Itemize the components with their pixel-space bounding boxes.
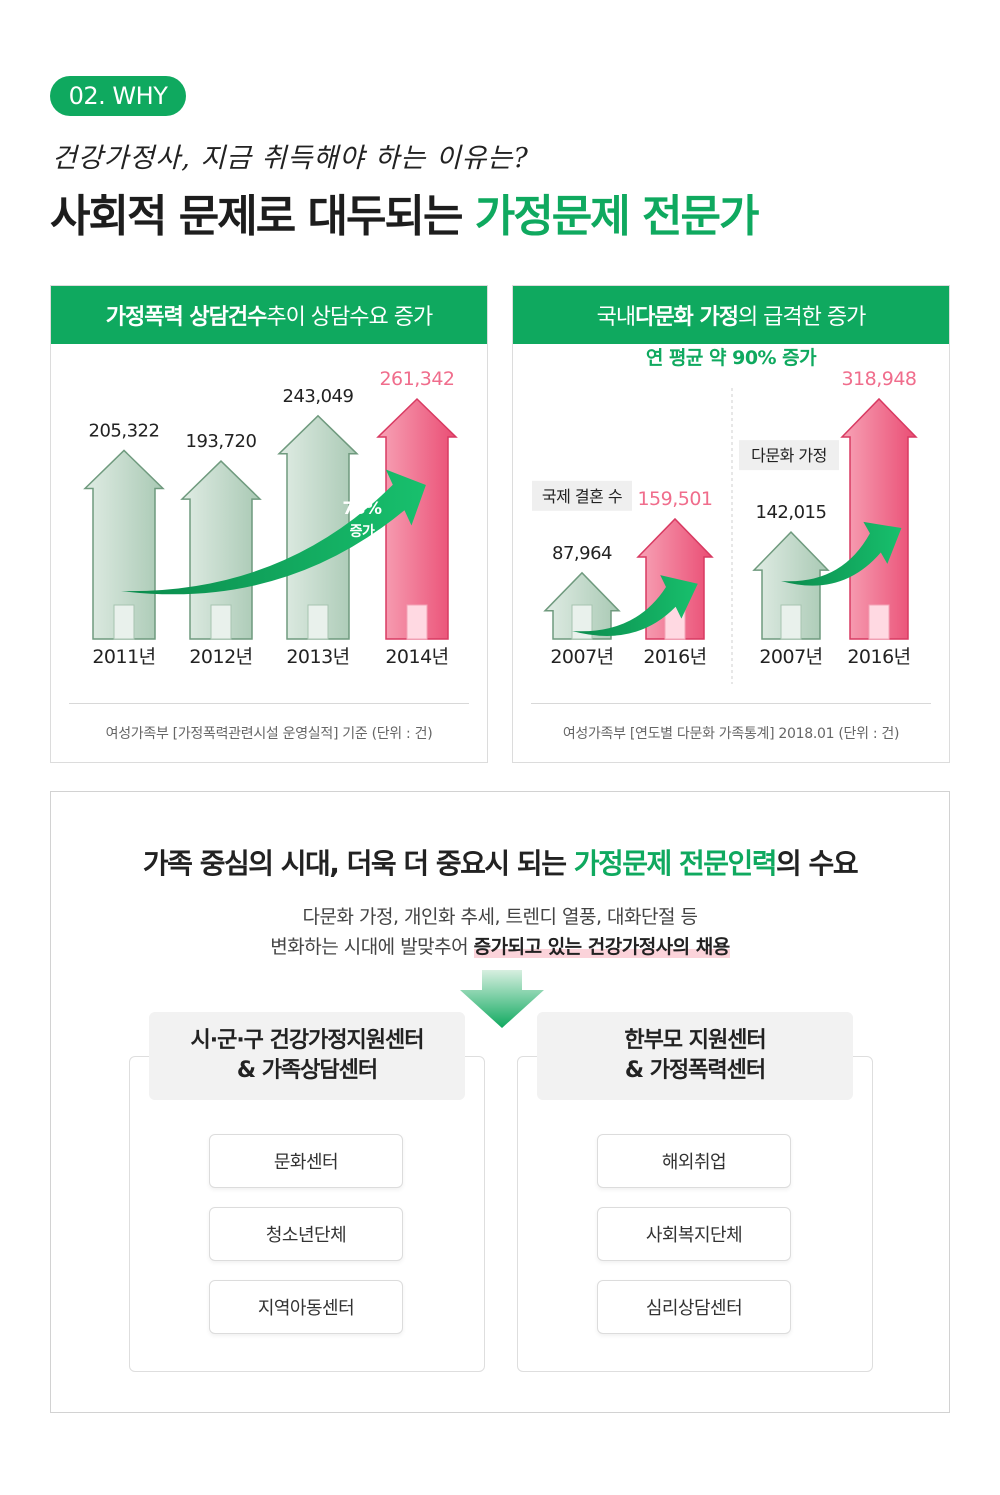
panel-head-normal1: 국내: [596, 305, 636, 330]
chart-panel-multicultural: 국내 다문화 가정 의 급격한 증가 연 평균 약 90% 증가 87,964 200…: [512, 285, 950, 763]
growth-label: 증가: [350, 524, 375, 540]
employer-item: 심리상담센터: [597, 1280, 791, 1334]
employer-head-right: 한부모 지원센터 & 가정폭력센터: [537, 1012, 853, 1100]
desc-line2: 변화하는 시대에 발맞추어 증가되고 있는 건강가정사의 채용: [51, 932, 949, 962]
group-label: 다문화 가정: [739, 440, 839, 471]
demand-title-part3: 의 수요: [776, 847, 859, 880]
desc-line1: 다문화 가정, 개인화 추세, 트렌디 열풍, 대화단절 등: [302, 906, 699, 928]
bar-국제 결혼 수-2007년: [543, 571, 621, 640]
employer-head-line1: 한부모 지원센터: [624, 1028, 766, 1053]
group-label-text: 다문화 가정: [751, 446, 827, 465]
chart-source: 여성가족부 [연도별 다문화 가족통계] 2018.01 (단위 : 건): [531, 703, 931, 762]
chart-right-svg: 연 평균 약 90% 증가 87,964 2007년 159,501 2016년 국제 결…: [532, 347, 918, 684]
chart-source: 여성가족부 [가정폭력관련시설 운영실적] 기준 (단위 : 건): [69, 703, 469, 762]
bar-arrow-shape: [752, 531, 830, 640]
bar-door: [210, 604, 232, 640]
category-label: 2016년: [847, 646, 910, 668]
category-label: 2007년: [550, 646, 613, 668]
bar-door: [406, 604, 428, 640]
desc-line2-normal: 변화하는 시대에 발맞추어: [270, 936, 474, 958]
demand-section: 가족 중심의 시대, 더욱 더 중요시 되는 가정문제 전문인력의 수요 다문화…: [50, 791, 950, 1413]
panel-head-normal2: 의 급격한 증가: [737, 305, 866, 330]
growth-arrow: [572, 575, 698, 636]
category-label: 2011년: [92, 646, 155, 668]
employer-item: 해외취업: [597, 1134, 791, 1188]
bar-2013년: [277, 414, 359, 640]
employer-item: 문화센터: [209, 1134, 403, 1188]
bar-arrow-shape: [840, 397, 918, 640]
growth-arrow-shape: [572, 575, 698, 636]
group-label: 국제 결혼 수: [532, 480, 632, 511]
panel-head-bold: 가정폭력 상담건수: [105, 305, 268, 330]
category-label: 2013년: [286, 646, 349, 668]
bar-door: [780, 604, 802, 640]
chart-panel-header: 가정폭력 상담건수 추이 상담수요 증가: [51, 286, 487, 344]
headline-part1: 사회적 문제로 대두되는: [50, 191, 475, 242]
demand-title-part1: 가족 중심의 시대, 더욱 더 중요시 되는: [142, 847, 574, 880]
growth-arrow-shape: [781, 521, 902, 586]
value-label: 87,964: [552, 543, 612, 564]
group-label-bg: [532, 480, 632, 511]
employer-item: 지역아동센터: [209, 1280, 403, 1334]
section-subtitle: 건강가정사, 지금 취득해야 하는 이유는?: [52, 143, 529, 174]
bar-door: [307, 604, 329, 640]
value-label: 159,501: [637, 488, 712, 510]
category-label: 2012년: [189, 646, 252, 668]
category-label: 2007년: [759, 646, 822, 668]
bar-arrow-shape: [180, 460, 262, 640]
employer-head-line2: & 가정폭력센터: [624, 1058, 766, 1083]
bar-2014년: [376, 397, 458, 640]
chart-panel-domestic-violence: 가정폭력 상담건수 추이 상담수요 증가 205,322 2011년 193,720…: [50, 285, 488, 763]
group-label-bg: [739, 440, 839, 471]
growth-arrow: [121, 469, 426, 595]
growth-value: 78%: [342, 499, 382, 519]
value-label: 261,342: [379, 368, 454, 390]
bar-다문화 가정-2016년: [840, 397, 918, 640]
bar-door: [868, 604, 890, 640]
category-label: 2014년: [385, 646, 448, 668]
category-label: 2016년: [643, 646, 706, 668]
growth-arrow: [781, 521, 902, 586]
demand-title-part2: 가정문제 전문인력: [573, 847, 778, 880]
demand-title: 가족 중심의 시대, 더욱 더 중요시 되는 가정문제 전문인력의 수요: [51, 842, 949, 882]
growth-arrow-shape: [121, 469, 426, 595]
bar-2011년: [83, 449, 165, 640]
demand-description: 다문화 가정, 개인화 추세, 트렌디 열풍, 대화단절 등 변화하는 시대에 …: [51, 902, 949, 962]
headline-part2: 가정문제 전문가: [474, 191, 760, 242]
value-label: 243,049: [283, 386, 354, 407]
bar-door: [113, 604, 135, 640]
bar-door: [571, 604, 593, 640]
chart-subtitle: 연 평균 약 90% 증가: [646, 347, 817, 369]
desc-line2-highlight: 증가되고 있는 건강가정사의 채용: [473, 936, 730, 958]
bar-다문화 가정-2007년: [752, 531, 830, 640]
panel-head-bold: 다문화 가정: [635, 305, 739, 330]
down-arrow-icon: [460, 970, 544, 1028]
panel-head-normal: 추이 상담수요 증가: [266, 305, 433, 330]
bar-arrow-shape: [376, 397, 458, 640]
employer-item: 사회복지단체: [597, 1207, 791, 1261]
bar-arrow-shape: [277, 414, 359, 640]
group-label-text: 국제 결혼 수: [542, 487, 622, 506]
value-label: 205,322: [89, 420, 160, 441]
employer-item: 청소년단체: [209, 1207, 403, 1261]
employer-head-line1: 시·군·구 건강가정지원센터: [190, 1028, 424, 1053]
value-label: 142,015: [756, 502, 827, 523]
page-headline: 사회적 문제로 대두되는 가정문제 전문가: [50, 180, 760, 244]
employer-head-left: 시·군·구 건강가정지원센터 & 가족상담센터: [149, 1012, 465, 1100]
section-badge: 02. WHY: [50, 76, 186, 116]
bar-2012년: [180, 460, 262, 640]
value-label: 193,720: [186, 431, 257, 452]
value-label: 318,948: [841, 368, 916, 390]
employer-head-line2: & 가족상담센터: [236, 1058, 378, 1083]
chart-left-svg: 205,322 2011년 193,720 2012년 243,049 2013년 261,…: [83, 368, 458, 668]
chart-panel-header: 국내 다문화 가정 의 급격한 증가: [513, 286, 949, 344]
